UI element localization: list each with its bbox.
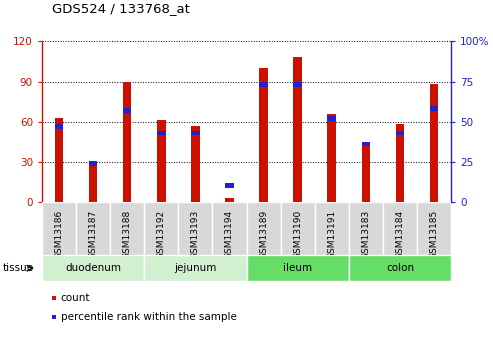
Bar <box>293 82 302 87</box>
Text: count: count <box>61 294 90 303</box>
Bar <box>417 202 451 255</box>
Text: duodenum: duodenum <box>65 263 121 273</box>
Bar <box>293 57 302 202</box>
Bar <box>157 120 166 202</box>
Bar <box>55 124 63 129</box>
Bar <box>144 255 246 281</box>
Bar <box>191 130 200 135</box>
Bar <box>349 202 383 255</box>
Bar <box>225 184 234 188</box>
Text: GSM13187: GSM13187 <box>89 210 98 259</box>
Bar <box>281 202 315 255</box>
Text: colon: colon <box>386 263 414 273</box>
Text: GSM13192: GSM13192 <box>157 210 166 259</box>
Text: tissue: tissue <box>2 263 34 273</box>
Text: GSM13191: GSM13191 <box>327 210 336 259</box>
Text: percentile rank within the sample: percentile rank within the sample <box>61 313 237 322</box>
Bar <box>396 130 404 135</box>
Bar <box>89 162 97 202</box>
Bar <box>123 108 132 113</box>
Text: GSM13193: GSM13193 <box>191 210 200 259</box>
Bar <box>123 81 132 202</box>
Bar <box>55 118 63 202</box>
Bar <box>42 255 144 281</box>
Bar <box>144 202 178 255</box>
Bar <box>225 198 234 202</box>
Bar <box>110 202 144 255</box>
Bar <box>430 107 438 111</box>
Bar <box>259 82 268 87</box>
Bar <box>259 68 268 202</box>
Text: ileum: ileum <box>283 263 312 273</box>
Text: jejunum: jejunum <box>174 263 216 273</box>
Bar <box>349 255 451 281</box>
Bar <box>246 202 281 255</box>
Text: GDS524 / 133768_at: GDS524 / 133768_at <box>52 2 190 16</box>
Text: GSM13183: GSM13183 <box>361 210 370 259</box>
Bar <box>327 116 336 121</box>
Text: GSM13190: GSM13190 <box>293 210 302 259</box>
Bar <box>361 146 370 202</box>
Bar <box>361 142 370 146</box>
Bar <box>246 255 349 281</box>
Bar <box>157 130 166 135</box>
Bar <box>315 202 349 255</box>
Bar <box>42 202 76 255</box>
Bar <box>178 202 212 255</box>
Bar <box>383 202 417 255</box>
Bar <box>191 126 200 202</box>
Text: GSM13189: GSM13189 <box>259 210 268 259</box>
Text: GSM13185: GSM13185 <box>429 210 439 259</box>
Bar <box>430 84 438 202</box>
Text: GSM13184: GSM13184 <box>395 210 404 259</box>
Text: GSM13186: GSM13186 <box>54 210 64 259</box>
Bar <box>212 202 246 255</box>
Text: GSM13194: GSM13194 <box>225 210 234 259</box>
Bar <box>76 202 110 255</box>
Bar <box>327 114 336 202</box>
Bar <box>396 124 404 202</box>
Bar <box>89 161 97 166</box>
Text: GSM13188: GSM13188 <box>123 210 132 259</box>
